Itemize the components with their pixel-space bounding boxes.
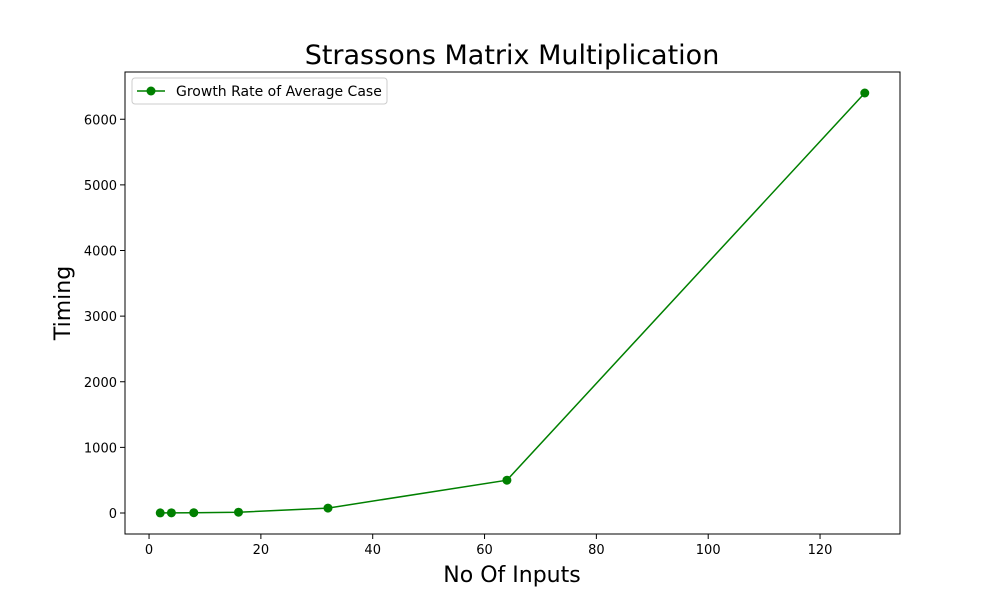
- y-axis-title: Timing: [51, 266, 76, 341]
- x-axis: 0 20 40 60 80 100 120: [145, 534, 833, 558]
- x-tick-label: 100: [696, 543, 721, 558]
- series-layer: [155, 88, 870, 518]
- series-line: [160, 92, 866, 514]
- data-point: [323, 503, 333, 513]
- x-axis-title: No Of Inputs: [443, 563, 580, 588]
- x-tick-label: 20: [253, 543, 270, 558]
- x-tick-label: 80: [588, 543, 605, 558]
- legend-box: [131, 77, 388, 105]
- data-point: [166, 508, 176, 518]
- y-tick-label: 2000: [84, 376, 117, 391]
- data-point: [234, 507, 244, 517]
- y-tick-label: 0: [109, 507, 117, 522]
- x-tick-label: 60: [476, 543, 493, 558]
- legend-label: Growth Rate of Average Case: [176, 84, 382, 100]
- data-point: [502, 475, 512, 485]
- data-point: [860, 88, 870, 98]
- chart-title: Strassons Matrix Multiplication: [305, 40, 720, 71]
- y-tick-label: 5000: [84, 179, 117, 194]
- plot-area: [124, 71, 901, 535]
- x-tick-label: 40: [364, 543, 381, 558]
- data-point: [155, 508, 165, 518]
- x-tick-label: 120: [808, 543, 833, 558]
- x-tick-label: 0: [145, 543, 153, 558]
- y-tick-label: 1000: [84, 441, 117, 456]
- y-tick-label: 6000: [84, 113, 117, 128]
- data-point: [189, 508, 199, 518]
- y-tick-label: 3000: [84, 310, 117, 325]
- legend: Growth Rate of Average Case: [131, 77, 388, 105]
- legend-dot-marker: [146, 86, 156, 96]
- y-tick-label: 4000: [84, 245, 117, 260]
- y-axis: 0 1000 2000 3000 4000 5000 6000: [84, 113, 125, 522]
